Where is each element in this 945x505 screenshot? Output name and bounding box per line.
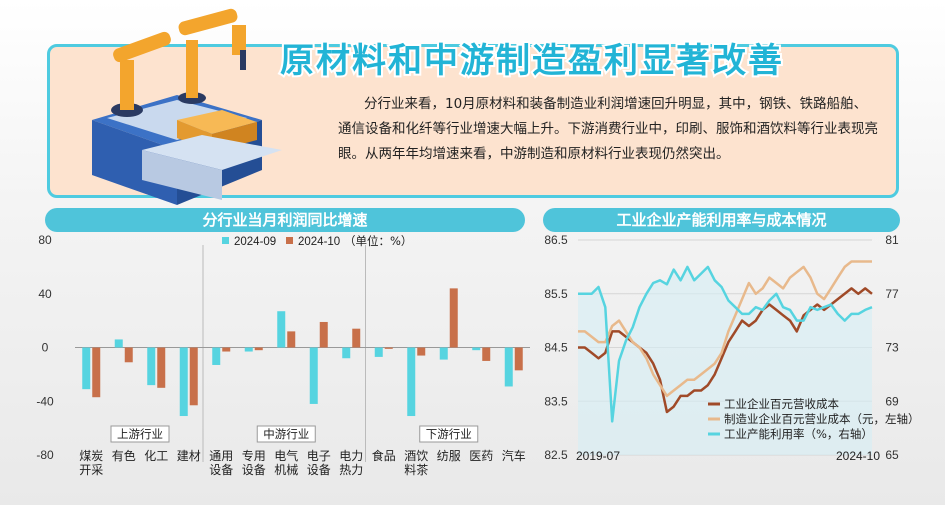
y-tick-label: 40 bbox=[38, 287, 52, 301]
bar-电气机械-2024-09 bbox=[277, 311, 286, 348]
series-line-1 bbox=[578, 260, 872, 398]
bar-纺服-2024-10 bbox=[449, 288, 458, 348]
legend-label: 制造业企业百元营业成本（元，左轴） bbox=[724, 412, 920, 426]
utilization-area bbox=[578, 266, 872, 455]
right-axis-tick: 65 bbox=[885, 448, 899, 462]
category-label: 电子 bbox=[307, 449, 331, 463]
legend-unit-note: （单位：%） bbox=[344, 234, 412, 248]
x-end-label: 2024-10 bbox=[836, 449, 880, 463]
bar-电力热力-2024-10 bbox=[352, 328, 361, 348]
bar-医药-2024-10 bbox=[482, 347, 491, 361]
bar-建材-2024-09 bbox=[179, 347, 188, 417]
left-axis-tick: 86.5 bbox=[544, 233, 568, 247]
y-tick-label: 80 bbox=[38, 233, 52, 247]
legend-label-2024-10: 2024-10 bbox=[298, 236, 340, 248]
bar-煤炭开采-2024-10 bbox=[92, 347, 101, 398]
bar-食品-2024-09 bbox=[374, 347, 383, 357]
category-label: 纺服 bbox=[437, 449, 461, 463]
category-label: 设备 bbox=[242, 463, 266, 477]
bar-煤炭开采-2024-09 bbox=[82, 347, 91, 390]
category-label: 通用 bbox=[209, 449, 233, 463]
bar-通用设备-2024-10 bbox=[222, 347, 231, 352]
bar-专用设备-2024-10 bbox=[254, 347, 263, 351]
left-axis-tick: 82.5 bbox=[544, 448, 568, 462]
bar-医药-2024-09 bbox=[472, 347, 481, 351]
category-label: 煤炭 bbox=[79, 449, 103, 463]
line-chart-title: 工业企业产能利用率与成本情况 bbox=[543, 208, 900, 232]
y-tick-label: -80 bbox=[36, 448, 54, 462]
group-label: 下游行业 bbox=[426, 427, 472, 441]
left-axis-tick: 83.5 bbox=[544, 394, 568, 408]
bar-电力热力-2024-09 bbox=[342, 347, 351, 359]
bar-有色-2024-09 bbox=[114, 339, 123, 348]
group-label-box bbox=[110, 425, 170, 443]
bar-纺服-2024-09 bbox=[439, 347, 448, 360]
category-label: 专用 bbox=[242, 448, 266, 463]
bar-汽车-2024-09 bbox=[504, 347, 513, 387]
bar-电子设备-2024-09 bbox=[309, 347, 318, 404]
group-label-box bbox=[256, 425, 316, 443]
left-axis-tick: 85.5 bbox=[544, 287, 568, 301]
bar-化工-2024-09 bbox=[147, 347, 156, 386]
bar-酒饮料茶-2024-09 bbox=[407, 347, 416, 417]
group-label: 上游行业 bbox=[117, 427, 163, 441]
group-label: 中游行业 bbox=[263, 427, 309, 441]
bar-chart-title: 分行业当月利润同比增速 bbox=[45, 208, 525, 232]
bar-有色-2024-10 bbox=[124, 347, 133, 363]
intro-text: 分行业来看，10月原材料和装备制造业利润增速回升明显，其中，钢铁、铁路船舶、通信… bbox=[338, 96, 878, 162]
bar-汽车-2024-10 bbox=[514, 347, 523, 371]
category-label: 电气 bbox=[274, 448, 298, 463]
bar-电气机械-2024-10 bbox=[287, 331, 296, 348]
bar-食品-2024-10 bbox=[384, 347, 393, 349]
y-tick-label: 0 bbox=[42, 341, 49, 355]
category-label: 热力 bbox=[339, 463, 363, 477]
category-label: 有色 bbox=[112, 449, 136, 463]
category-label: 设备 bbox=[209, 463, 233, 477]
category-label: 汽车 bbox=[502, 448, 526, 463]
right-axis-tick: 73 bbox=[885, 341, 899, 355]
bar-电子设备-2024-10 bbox=[319, 321, 328, 348]
legend-swatch-2024-09 bbox=[222, 237, 229, 244]
category-label: 化工 bbox=[144, 449, 168, 463]
legend-swatch-2024-10 bbox=[286, 237, 293, 244]
bar-化工-2024-10 bbox=[157, 347, 166, 388]
left-axis-tick: 84.5 bbox=[544, 341, 568, 355]
group-label-box bbox=[419, 425, 479, 443]
bar-酒饮料茶-2024-10 bbox=[417, 347, 426, 356]
legend-label-2024-09: 2024-09 bbox=[234, 236, 276, 248]
category-label: 医药 bbox=[469, 449, 493, 463]
category-label: 设备 bbox=[307, 463, 331, 477]
right-axis-tick: 69 bbox=[885, 394, 899, 408]
y-tick-label: -40 bbox=[36, 394, 54, 408]
right-axis-tick: 81 bbox=[885, 233, 899, 247]
bar-专用设备-2024-09 bbox=[244, 347, 253, 352]
category-label: 开采 bbox=[79, 463, 103, 477]
category-label: 食品 bbox=[372, 448, 396, 463]
bar-建材-2024-10 bbox=[189, 347, 198, 406]
category-label: 机械 bbox=[274, 462, 298, 477]
category-label: 电力 bbox=[339, 449, 363, 463]
headline: 原材料和中游制造盈利显著改善 bbox=[278, 39, 784, 83]
category-label: 建材 bbox=[177, 449, 201, 463]
category-label: 料茶 bbox=[404, 462, 428, 477]
bar-通用设备-2024-09 bbox=[212, 347, 221, 365]
category-label: 酒饮 bbox=[404, 449, 428, 463]
robot-arm-illustration bbox=[92, 8, 282, 205]
right-axis-tick: 77 bbox=[885, 287, 899, 301]
legend-label: 工业企业百元营收成本 bbox=[724, 397, 839, 411]
x-start-label: 2019-07 bbox=[576, 449, 620, 463]
legend-label: 工业产能利用率（%，右轴） bbox=[724, 427, 873, 441]
series-line-2 bbox=[578, 265, 873, 423]
